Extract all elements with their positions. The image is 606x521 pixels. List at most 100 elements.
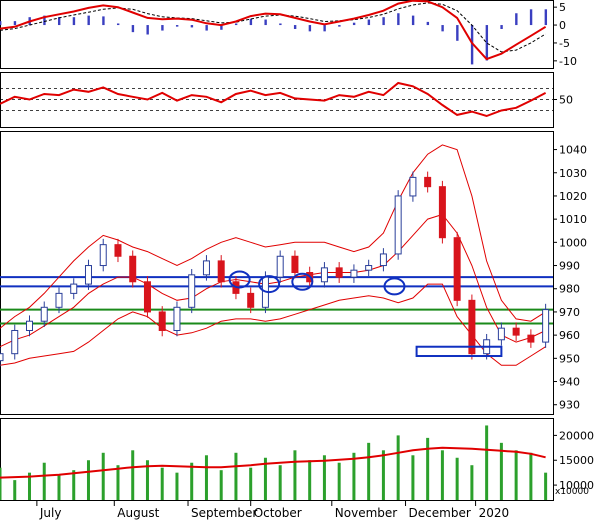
volume-tick-label: 15000 xyxy=(559,454,594,467)
macd-histogram-bar xyxy=(470,25,474,65)
consolidation-box xyxy=(415,345,503,358)
volume-bar xyxy=(57,475,61,500)
price-tick-label: 1030 xyxy=(559,167,587,180)
price-tick-label: 1020 xyxy=(559,190,587,203)
candle-body xyxy=(129,255,137,283)
candle-body xyxy=(497,327,505,341)
macd-histogram-bar xyxy=(264,19,267,26)
macd-histogram-bar xyxy=(293,25,297,29)
month-label: September xyxy=(191,506,257,520)
volume-bar xyxy=(440,450,444,500)
candle-body xyxy=(424,176,432,188)
candle-body xyxy=(468,299,476,355)
volume-bar xyxy=(544,472,548,500)
macd-histogram-bar xyxy=(57,17,61,26)
volume-bar xyxy=(263,457,267,500)
month-label: July xyxy=(39,506,62,520)
rsi-panel-frame xyxy=(0,72,554,128)
candle-body xyxy=(335,267,343,278)
macd-histogram-bar xyxy=(234,23,238,26)
volume-bar xyxy=(160,467,164,500)
volume-bar xyxy=(396,435,400,500)
volume-bar xyxy=(86,460,90,500)
macd-tick-label: 5 xyxy=(559,1,566,14)
volume-bar xyxy=(116,465,120,500)
macd-histogram-bar xyxy=(131,25,135,33)
bollinger-upper-band xyxy=(0,144,546,329)
volume-bar xyxy=(308,460,312,500)
macd-histogram-bar xyxy=(0,21,2,26)
macd-tick-label: -10 xyxy=(559,55,577,68)
price-tick-label: 990 xyxy=(559,260,580,273)
candle-body xyxy=(453,237,461,301)
price-tick-label: 960 xyxy=(559,329,580,342)
candle-body xyxy=(438,186,446,239)
macd-histogram-bar xyxy=(249,18,253,26)
candle-body xyxy=(527,334,535,343)
macd-histogram-bar xyxy=(72,17,76,26)
month-label: 2020 xyxy=(479,506,510,520)
candle-body xyxy=(276,255,284,278)
macd-histogram-bar xyxy=(102,16,105,26)
month-label: November xyxy=(335,506,397,520)
macd-histogram-bar xyxy=(116,23,120,26)
volume-bar xyxy=(485,425,489,500)
volume-bar xyxy=(455,457,459,500)
volume-tick-label: 10000 xyxy=(559,479,594,492)
macd-histogram-bar xyxy=(485,25,489,61)
macd-histogram-bar xyxy=(529,9,533,26)
candle-body xyxy=(409,176,417,197)
macd-histogram-bar xyxy=(161,25,164,31)
candle-body xyxy=(320,267,328,283)
volume-bar xyxy=(337,462,341,500)
volume-unit-label: x10000 xyxy=(555,487,589,497)
volume-bar xyxy=(72,470,76,500)
candle-body xyxy=(350,269,358,278)
price-tick-label: 1040 xyxy=(559,144,587,157)
highlight-circle xyxy=(383,277,406,296)
volume-bar xyxy=(0,467,2,500)
candle-body xyxy=(158,311,166,331)
volume-ma-line xyxy=(0,446,546,479)
volume-bar xyxy=(204,455,208,500)
candle-body xyxy=(25,320,33,331)
volume-panel-frame xyxy=(0,418,554,501)
price-tick-label: 1000 xyxy=(559,236,587,249)
macd-histogram-bar xyxy=(515,13,518,26)
volume-bar xyxy=(352,452,356,500)
macd-histogram-bar xyxy=(323,25,326,32)
macd-histogram-bar xyxy=(352,22,356,26)
macd-histogram-bar xyxy=(205,25,208,31)
macd-histogram-bar xyxy=(411,15,415,26)
price-tick-label: 970 xyxy=(559,306,580,319)
macd-histogram-bar xyxy=(190,25,194,28)
macd-histogram-bar xyxy=(426,21,430,26)
macd-histogram-bar xyxy=(500,25,503,29)
volume-bar xyxy=(529,452,533,500)
highlight-circle xyxy=(258,275,281,294)
highlight-circle xyxy=(228,270,251,289)
price-tick-label: 940 xyxy=(559,376,580,389)
volume-bar xyxy=(42,462,46,500)
volume-bar xyxy=(293,450,297,500)
volume-bar xyxy=(426,437,430,500)
candle-body xyxy=(379,253,387,267)
macd-histogram-bar xyxy=(338,25,341,27)
candle-body xyxy=(365,265,373,271)
macd-histogram-bar xyxy=(308,25,312,32)
volume-bar xyxy=(249,467,253,500)
macd-panel-frame xyxy=(0,0,554,69)
volume-bar xyxy=(27,472,31,500)
macd-histogram-bar xyxy=(456,25,459,41)
volume-bar xyxy=(499,442,503,500)
volume-bar xyxy=(219,470,223,500)
candle-body xyxy=(143,281,151,313)
candle-body xyxy=(84,265,92,285)
macd-histogram-bar xyxy=(220,25,223,30)
price-tick-label: 980 xyxy=(559,283,580,296)
volume-bar xyxy=(381,450,385,500)
month-label: August xyxy=(117,506,159,520)
candle-body xyxy=(542,309,550,343)
candle-body xyxy=(173,306,181,331)
